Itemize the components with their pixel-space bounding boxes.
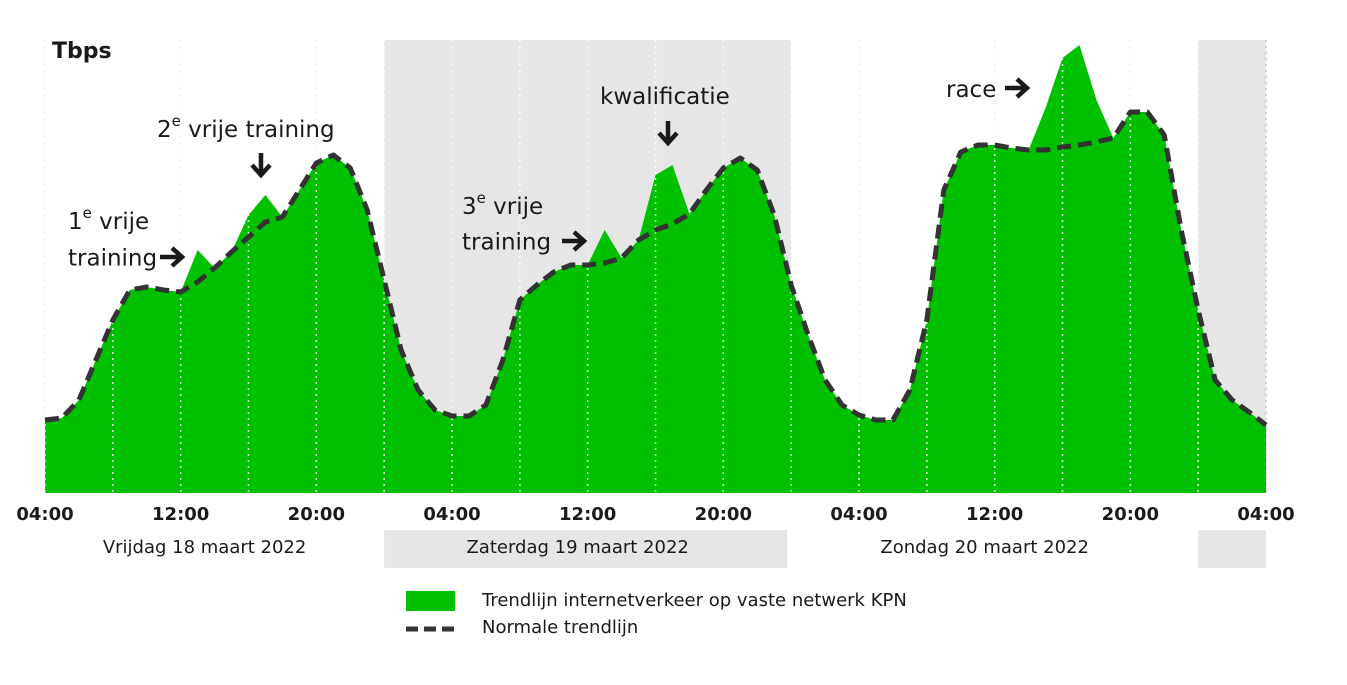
annotation-number: 2 (157, 117, 172, 143)
x-tick-label: 20:00 (695, 504, 752, 525)
plot (44, 40, 1268, 493)
x-tick-label: 04:00 (830, 504, 887, 525)
annotation-arrow (250, 153, 272, 179)
annotation-arrow (160, 246, 186, 268)
annotation: 2e vrije training (157, 112, 335, 143)
annotation: kwalificatie (600, 84, 730, 110)
x-tick-label: 12:00 (559, 504, 616, 525)
annotation-text: race (946, 77, 996, 103)
x-tick-label: 04:00 (423, 504, 480, 525)
annotation-superscript: e (172, 112, 181, 130)
annotation-text: vrije (486, 194, 543, 220)
annotation: race (946, 77, 996, 103)
x-tick-label: 12:00 (966, 504, 1023, 525)
annotation-text: kwalificatie (600, 84, 730, 110)
day-label-shade (1198, 530, 1266, 568)
legend-label: Trendlijn internetverkeer op vaste netwe… (481, 590, 907, 611)
annotation-superscript: e (83, 204, 92, 222)
day-label-shade (384, 530, 788, 568)
legend-swatch (406, 591, 455, 611)
day-label: Zondag 20 maart 2022 (880, 537, 1089, 558)
annotation-text: vrije training (181, 117, 335, 143)
x-tick-label: 20:00 (288, 504, 345, 525)
x-tick-label: 04:00 (1237, 504, 1294, 525)
day-label: Vrijdag 18 maart 2022 (103, 537, 307, 558)
annotation-number: 3 (462, 194, 477, 220)
x-tick-label: 20:00 (1102, 504, 1159, 525)
annotation-arrow (657, 121, 679, 147)
day-label: Zaterdag 19 maart 2022 (466, 537, 688, 558)
annotation-text: vrije (92, 209, 149, 235)
annotation: 1e vrije (68, 204, 149, 235)
chart-title: Tbps (52, 39, 112, 64)
annotation-superscript: e (477, 189, 486, 207)
annotation-number: 1 (68, 209, 83, 235)
annotation: 3e vrije (462, 189, 543, 220)
normal-trendline (44, 109, 1268, 427)
annotation-line2: training (68, 246, 157, 272)
legend-label: Normale trendlijn (482, 617, 638, 638)
x-tick-label: 12:00 (152, 504, 209, 525)
annotation-arrow (562, 230, 588, 252)
annotation-arrow (1005, 77, 1031, 99)
annotation-line2: training (462, 230, 551, 256)
x-tick-label: 04:00 (16, 504, 73, 525)
